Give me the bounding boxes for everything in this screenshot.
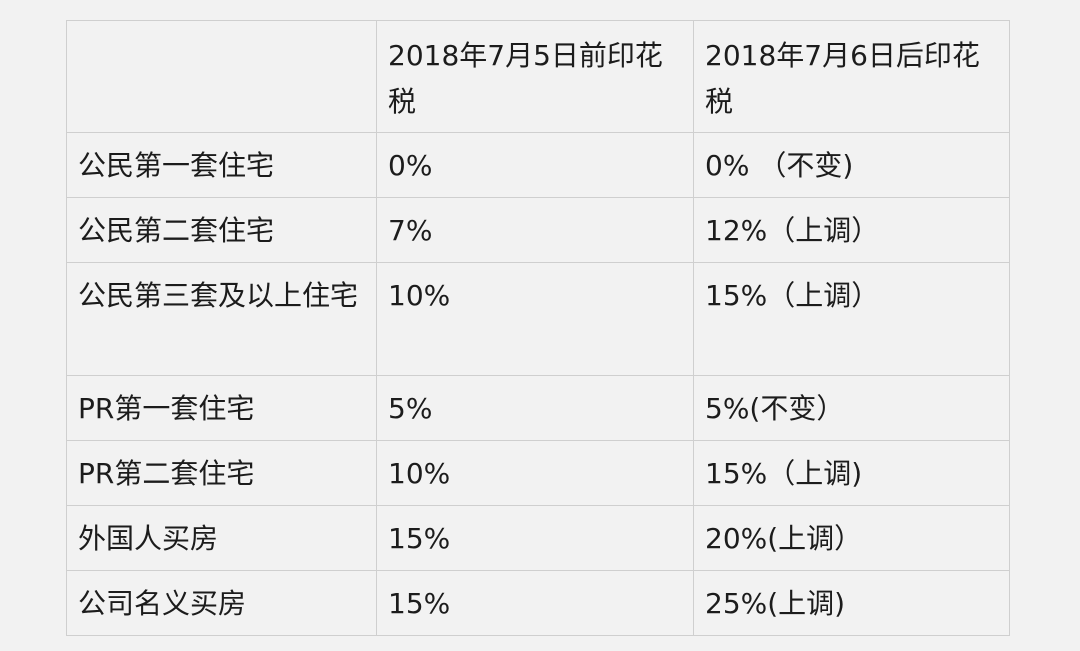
table-row: 外国人买房 15% 20%(上调） — [66, 505, 1010, 571]
after-rate-cell: 12%（上调） — [693, 197, 1010, 263]
after-rate-cell: 5%(不变） — [693, 375, 1010, 441]
table-row: 公民第一套住宅 0% 0% （不变) — [66, 132, 1010, 198]
table-row: 公民第三套及以上住宅 10% 15%（上调） — [66, 262, 1010, 376]
row-label-cell: 公民第二套住宅 — [66, 197, 377, 263]
after-rate-cell: 15%（上调） — [693, 262, 1010, 376]
after-rate-cell: 20%(上调） — [693, 505, 1010, 571]
row-label-cell: PR第二套住宅 — [66, 440, 377, 506]
before-rate-cell: 7% — [376, 197, 694, 263]
header-cell-empty — [66, 20, 377, 133]
row-label-cell: 外国人买房 — [66, 505, 377, 571]
stamp-duty-table-container: 2018年7月5日前印花税 2018年7月6日后印花税 公民第一套住宅 0% 0… — [66, 20, 1010, 636]
before-rate-cell: 10% — [376, 440, 694, 506]
row-label-cell: 公民第三套及以上住宅 — [66, 262, 377, 376]
table-row: 公司名义买房 15% 25%(上调) — [66, 570, 1010, 636]
table-row: 公民第二套住宅 7% 12%（上调） — [66, 197, 1010, 263]
table-row: PR第二套住宅 10% 15%（上调) — [66, 440, 1010, 506]
table-row: PR第一套住宅 5% 5%(不变） — [66, 375, 1010, 441]
stamp-duty-table: 2018年7月5日前印花税 2018年7月6日后印花税 公民第一套住宅 0% 0… — [66, 20, 1010, 636]
header-cell-before: 2018年7月5日前印花税 — [376, 20, 694, 133]
after-rate-cell: 15%（上调) — [693, 440, 1010, 506]
row-label-cell: 公司名义买房 — [66, 570, 377, 636]
table-header-row: 2018年7月5日前印花税 2018年7月6日后印花税 — [66, 20, 1010, 133]
before-rate-cell: 5% — [376, 375, 694, 441]
before-rate-cell: 10% — [376, 262, 694, 376]
before-rate-cell: 0% — [376, 132, 694, 198]
before-rate-cell: 15% — [376, 570, 694, 636]
row-label-cell: PR第一套住宅 — [66, 375, 377, 441]
after-rate-cell: 25%(上调) — [693, 570, 1010, 636]
before-rate-cell: 15% — [376, 505, 694, 571]
header-cell-after: 2018年7月6日后印花税 — [693, 20, 1010, 133]
row-label-cell: 公民第一套住宅 — [66, 132, 377, 198]
after-rate-cell: 0% （不变) — [693, 132, 1010, 198]
